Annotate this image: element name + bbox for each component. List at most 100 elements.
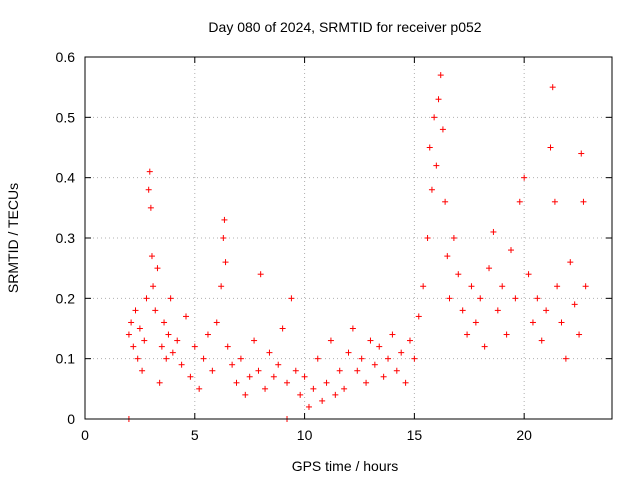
data-point: [130, 343, 137, 350]
data-point: [468, 283, 475, 290]
data-point: [147, 204, 154, 211]
data-point: [284, 379, 291, 386]
data-point: [152, 307, 159, 314]
data-point: [444, 253, 451, 260]
data-point: [301, 373, 308, 380]
data-point: [507, 247, 514, 254]
data-point: [183, 313, 190, 320]
data-point: [376, 343, 383, 350]
data-point: [169, 349, 176, 356]
x-axis-label: GPS time / hours: [292, 458, 399, 474]
data-point: [266, 349, 273, 356]
data-point: [525, 271, 532, 278]
plot-frame: [84, 56, 613, 420]
data-point: [174, 337, 181, 344]
data-point: [481, 343, 488, 350]
data-point: [439, 126, 446, 133]
data-point: [148, 253, 155, 260]
data-point: [529, 319, 536, 326]
data-point: [578, 150, 585, 157]
data-point: [161, 319, 168, 326]
x-tick-label: 5: [191, 427, 199, 443]
data-point: [251, 337, 258, 344]
x-tick-label: 10: [297, 427, 313, 443]
data-point: [567, 259, 574, 266]
y-axis-label: SRMTID / TECUs: [5, 183, 21, 293]
data-point: [255, 367, 262, 374]
y-tick-label: 0.3: [56, 230, 76, 246]
data-point: [165, 331, 172, 338]
data-point: [549, 84, 556, 91]
data-point: [139, 367, 146, 374]
data-point: [562, 355, 569, 362]
data-point: [319, 397, 326, 404]
data-point: [145, 186, 152, 193]
axis-ticks: 0 5 10 15 20 0 0.1 0.2 0.3 0.4 0.5 0.6: [56, 49, 612, 443]
data-point: [314, 355, 321, 362]
data-point: [543, 307, 550, 314]
data-point: [270, 373, 277, 380]
data-point: [464, 331, 471, 338]
data-point: [354, 367, 361, 374]
x-tick-label: 15: [407, 427, 423, 443]
data-point: [167, 295, 174, 302]
data-point: [499, 283, 506, 290]
data-point: [224, 343, 231, 350]
data-point: [209, 367, 216, 374]
data-point: [222, 259, 229, 266]
data-point: [134, 355, 141, 362]
data-point: [547, 144, 554, 151]
data-point: [534, 295, 541, 302]
x-tick-label: 0: [81, 427, 89, 443]
data-point: [521, 174, 528, 181]
data-point: [187, 373, 194, 380]
data-point: [305, 403, 312, 410]
data-point: [229, 361, 236, 368]
y-tick-label: 0.6: [56, 49, 76, 65]
data-point: [402, 379, 409, 386]
data-point: [242, 391, 249, 398]
data-point: [571, 301, 578, 308]
data-point: [128, 319, 135, 326]
data-point: [146, 168, 153, 175]
data-point: [191, 343, 198, 350]
data-point: [455, 271, 462, 278]
data-point: [554, 283, 561, 290]
data-point: [345, 349, 352, 356]
data-point: [389, 331, 396, 338]
data-point: [435, 96, 442, 103]
data-point: [257, 271, 264, 278]
data-point: [512, 295, 519, 302]
data-point: [420, 283, 427, 290]
data-point: [494, 307, 501, 314]
data-point: [233, 379, 240, 386]
data-point: [156, 379, 163, 386]
data-point: [141, 337, 148, 344]
data-point: [415, 313, 422, 320]
data-point: [136, 325, 143, 332]
data-point: [431, 114, 438, 121]
data-point: [380, 373, 387, 380]
data-point: [358, 355, 365, 362]
data-point: [367, 337, 374, 344]
data-point: [486, 265, 493, 272]
data-point: [132, 307, 139, 314]
y-tick-label: 0: [67, 411, 75, 427]
data-point: [237, 355, 244, 362]
data-point: [292, 367, 299, 374]
data-point: [393, 367, 400, 374]
data-point: [538, 337, 545, 344]
data-point: [437, 72, 444, 79]
data-point: [262, 385, 269, 392]
data-point: [503, 331, 510, 338]
data-point: [279, 325, 286, 332]
data-point: [398, 349, 405, 356]
data-point: [490, 228, 497, 235]
chart-title: Day 080 of 2024, SRMTID for receiver p05…: [208, 19, 481, 35]
data-point: [158, 343, 165, 350]
data-point: [200, 355, 207, 362]
data-point: [428, 186, 435, 193]
data-point: [178, 361, 185, 368]
data-point: [477, 295, 484, 302]
